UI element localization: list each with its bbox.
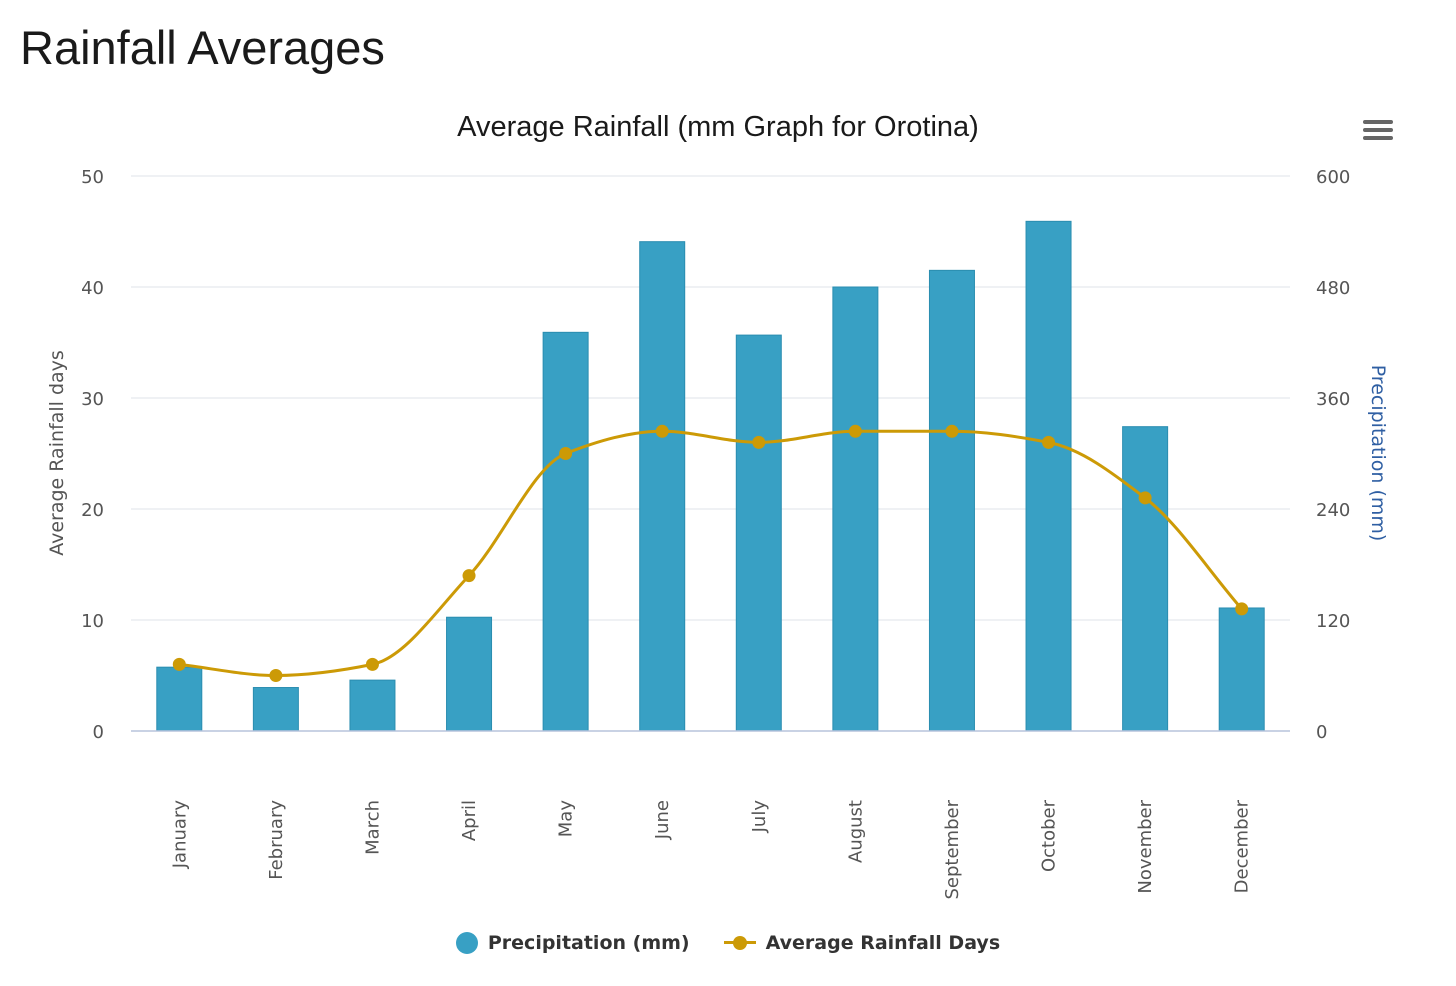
rainfall-days-line bbox=[179, 429, 1243, 678]
x-axis-tick-label: December bbox=[1232, 799, 1253, 893]
precipitation-bar[interactable] bbox=[832, 286, 879, 732]
x-axis-tick-label: August bbox=[845, 800, 866, 863]
legend-label-precipitation: Precipitation (mm) bbox=[487, 932, 690, 954]
rainfall-days-point[interactable] bbox=[1235, 602, 1249, 616]
right-axis-tick-label: 480 bbox=[1316, 278, 1350, 299]
precipitation-bar[interactable] bbox=[639, 241, 686, 732]
rainfall-days-point[interactable] bbox=[752, 435, 766, 449]
left-axis-tick-label: 20 bbox=[81, 500, 104, 521]
legend-item-precipitation[interactable]: Precipitation (mm) bbox=[455, 932, 690, 954]
rainfall-days-point[interactable] bbox=[945, 424, 959, 438]
x-axis-tick-label: January bbox=[169, 800, 190, 870]
x-axis-tick-label: March bbox=[362, 800, 383, 855]
x-axis-tick-label: October bbox=[1039, 799, 1060, 872]
x-axis-tick-label: July bbox=[749, 800, 770, 834]
precipitation-bar[interactable] bbox=[1122, 426, 1169, 732]
precipitation-bar[interactable] bbox=[349, 679, 396, 732]
precipitation-bar[interactable] bbox=[446, 616, 493, 732]
right-axis-tick-label: 0 bbox=[1316, 722, 1327, 743]
precipitation-bar[interactable] bbox=[928, 269, 975, 732]
x-axis-tick-label: September bbox=[942, 799, 963, 899]
left-axis-tick-label: 50 bbox=[81, 167, 104, 188]
right-axis-tick-label: 360 bbox=[1316, 389, 1350, 410]
x-axis-tick-label: April bbox=[459, 800, 480, 841]
legend-bar-symbol bbox=[455, 932, 478, 954]
rainfall-days-point[interactable] bbox=[462, 569, 476, 583]
rainfall-days-point[interactable] bbox=[365, 657, 379, 671]
precipitation-bar[interactable] bbox=[1025, 220, 1072, 732]
rainfall-days-point[interactable] bbox=[1042, 435, 1056, 449]
left-axis-title: Average Rainfall days bbox=[46, 350, 68, 556]
left-axis-tick-label: 10 bbox=[81, 611, 104, 632]
chart-legend: Precipitation (mm) Average Rainfall Days bbox=[0, 926, 1456, 960]
legend-item-rainfall-days[interactable]: Average Rainfall Days bbox=[723, 932, 1001, 954]
right-axis-tick-label: 600 bbox=[1316, 167, 1350, 188]
x-axis-tick-label: June bbox=[652, 800, 673, 840]
rainfall-days-point[interactable] bbox=[559, 447, 573, 460]
legend-line-symbol bbox=[723, 932, 756, 954]
rainfall-days-point[interactable] bbox=[269, 669, 283, 682]
hamburger-menu-icon-bar bbox=[1363, 128, 1393, 132]
right-axis-tick-label: 120 bbox=[1316, 611, 1350, 632]
precipitation-bar[interactable] bbox=[252, 687, 299, 732]
left-axis-tick-label: 0 bbox=[93, 722, 104, 743]
x-axis-tick-label: May bbox=[556, 800, 577, 838]
rainfall-days-point[interactable] bbox=[655, 424, 669, 438]
precipitation-bar[interactable] bbox=[542, 331, 589, 732]
rainfall-days-point[interactable] bbox=[848, 424, 862, 438]
legend-label-rainfall-days: Average Rainfall Days bbox=[765, 932, 1001, 954]
rainfall-days-point[interactable] bbox=[1138, 491, 1152, 505]
rainfall-chart: Average Rainfall (mm Graph for Orotina) … bbox=[46, 111, 1389, 900]
chart-menu-button[interactable] bbox=[1356, 112, 1400, 152]
hamburger-menu-icon bbox=[1363, 120, 1393, 124]
x-axis-tick-label: February bbox=[266, 800, 287, 880]
x-axis-tick-label: November bbox=[1135, 799, 1156, 893]
precipitation-bar[interactable] bbox=[1218, 607, 1265, 732]
hamburger-menu-icon-bar bbox=[1363, 136, 1393, 140]
precipitation-bar[interactable] bbox=[735, 334, 782, 732]
precipitation-bar[interactable] bbox=[156, 666, 203, 732]
right-axis-title: Precipitation (mm) bbox=[1367, 365, 1389, 542]
rainfall-days-point[interactable] bbox=[172, 657, 186, 671]
left-axis-tick-label: 40 bbox=[81, 278, 104, 299]
left-axis-tick-label: 30 bbox=[81, 389, 104, 410]
page-heading: Rainfall Averages bbox=[20, 21, 385, 74]
chart-title: Average Rainfall (mm Graph for Orotina) bbox=[457, 111, 979, 143]
right-axis-tick-label: 240 bbox=[1316, 500, 1350, 521]
